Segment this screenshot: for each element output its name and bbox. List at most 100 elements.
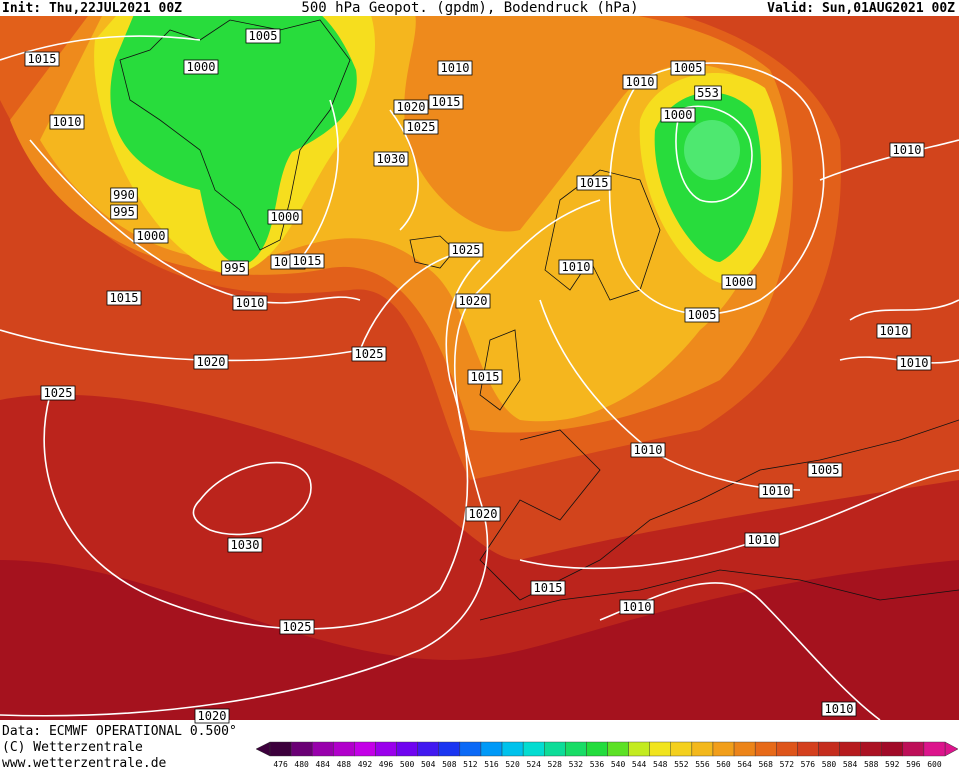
isobar-label: 1020 [397, 100, 426, 114]
colorbar-cell [565, 741, 587, 757]
isobar-label: 553 [697, 86, 719, 100]
colorbar-cell [396, 741, 418, 757]
isobar [192, 461, 312, 536]
isobar-label-box [428, 94, 464, 110]
colorbar-label: 480 [294, 760, 309, 769]
colorbar-label: 508 [442, 760, 457, 769]
isobar-label-box [110, 187, 138, 203]
isobar-label-box [49, 114, 85, 130]
colorbar-cell [754, 741, 777, 757]
map [0, 16, 959, 720]
colorbar-label: 500 [400, 760, 415, 769]
isobar-label: 1030 [231, 538, 260, 552]
isobar [0, 199, 601, 717]
isobar [299, 99, 419, 261]
colorbar-label: 596 [906, 760, 921, 769]
colorbar-label: 516 [484, 760, 499, 769]
colorbar-label: 584 [843, 760, 858, 769]
isobar [0, 35, 201, 61]
colorbar-cell [438, 741, 461, 757]
isobar-label-box [267, 209, 303, 225]
colorbar-cell [311, 741, 334, 757]
isobar-label: 995 [224, 261, 246, 275]
colorbar-label: 536 [590, 760, 605, 769]
isobar-label: 1010 [900, 356, 929, 370]
field-green-core [684, 120, 740, 180]
colorbar-cell [712, 741, 735, 757]
isobar-label-box [630, 442, 666, 458]
colorbar-cell [586, 741, 608, 757]
colorbar-cell [649, 741, 671, 757]
isobar-label-box [245, 28, 281, 44]
colorbar-cell [544, 741, 566, 757]
isobar-label-box [448, 242, 484, 258]
isobar-label-box [221, 260, 249, 276]
isobar-label: 1005 [249, 29, 278, 43]
isobar-label: 1010 [626, 75, 655, 89]
colorbar-label: 512 [463, 760, 478, 769]
colorbar-cell [839, 741, 861, 757]
colorbar-cell [354, 741, 376, 757]
colorbar-cell [691, 741, 714, 757]
isobar-label: 1015 [110, 291, 139, 305]
isobar-label-box [403, 119, 439, 135]
colorbar-cell [269, 741, 292, 757]
isobar-label-box [576, 175, 612, 191]
isobar-label-box [133, 228, 169, 244]
colorbar-label: 476 [273, 760, 288, 769]
isobar-label: 1025 [283, 620, 312, 634]
colorbar-cell [290, 741, 313, 757]
coastline [409, 235, 456, 269]
coastline [544, 169, 661, 301]
isobar-label-box [684, 307, 720, 323]
isobar-label: 1010 [748, 533, 777, 547]
colorbar-cell [902, 741, 925, 757]
isobar-label: 1010 [562, 260, 591, 274]
isobar-label-box [232, 295, 268, 311]
colorbar-label: 488 [337, 760, 352, 769]
colorbar-cell [860, 741, 882, 757]
colorbar-label: 540 [611, 760, 626, 769]
isobar-label: 1025 [452, 243, 481, 257]
isobar-label: 1010 [236, 296, 265, 310]
colorbar-label: 520 [505, 760, 520, 769]
isobar-label: 1010 [762, 484, 791, 498]
data-source: Data: ECMWF OPERATIONAL 0.500° [2, 724, 237, 739]
coastline [479, 569, 959, 621]
colorbar-cell [480, 741, 503, 757]
colorbar-cell [923, 741, 946, 757]
isobar-label: 1000 [725, 275, 754, 289]
colorbar-label: 532 [569, 760, 584, 769]
isobar-label-box [530, 580, 566, 596]
colorbar-end [944, 741, 959, 757]
isobar-label: 1015 [28, 52, 57, 66]
colorbar-label: 556 [695, 760, 710, 769]
isobar [608, 62, 825, 315]
colorbar-cell [333, 741, 355, 757]
isobar-label-box [373, 151, 409, 167]
isobar-label: 1010 [441, 61, 470, 75]
colorbar-cell [881, 741, 904, 757]
colorbar-label: 576 [801, 760, 816, 769]
isobar-label-box [876, 323, 912, 339]
isobar-label: 1000 [664, 108, 693, 122]
isobar-label-box [558, 259, 594, 275]
colorbar-label: 572 [780, 760, 795, 769]
isobar-label: 1010 [53, 115, 82, 129]
colorbar-label: 484 [316, 760, 331, 769]
isobar [599, 582, 881, 720]
isobar-label-box [467, 369, 503, 385]
isobar-label: 1025 [44, 386, 73, 400]
colorbar-label: 600 [927, 760, 942, 769]
colorbar-cell [375, 741, 397, 757]
isobar-label: 1010 [623, 600, 652, 614]
isobar [43, 259, 481, 630]
isobar-label-box [227, 537, 263, 553]
colorbar-cell [776, 741, 798, 757]
colorbar-cell [733, 741, 756, 757]
isobar-label-box [193, 354, 229, 370]
colorbar: 476 480 484 488 492 496 500 504 508 512 516 520 524 5… [255, 741, 959, 769]
isobar-label-box [807, 462, 843, 478]
colorbar-label: 592 [885, 760, 900, 769]
isobar-label: 995 [113, 205, 135, 219]
